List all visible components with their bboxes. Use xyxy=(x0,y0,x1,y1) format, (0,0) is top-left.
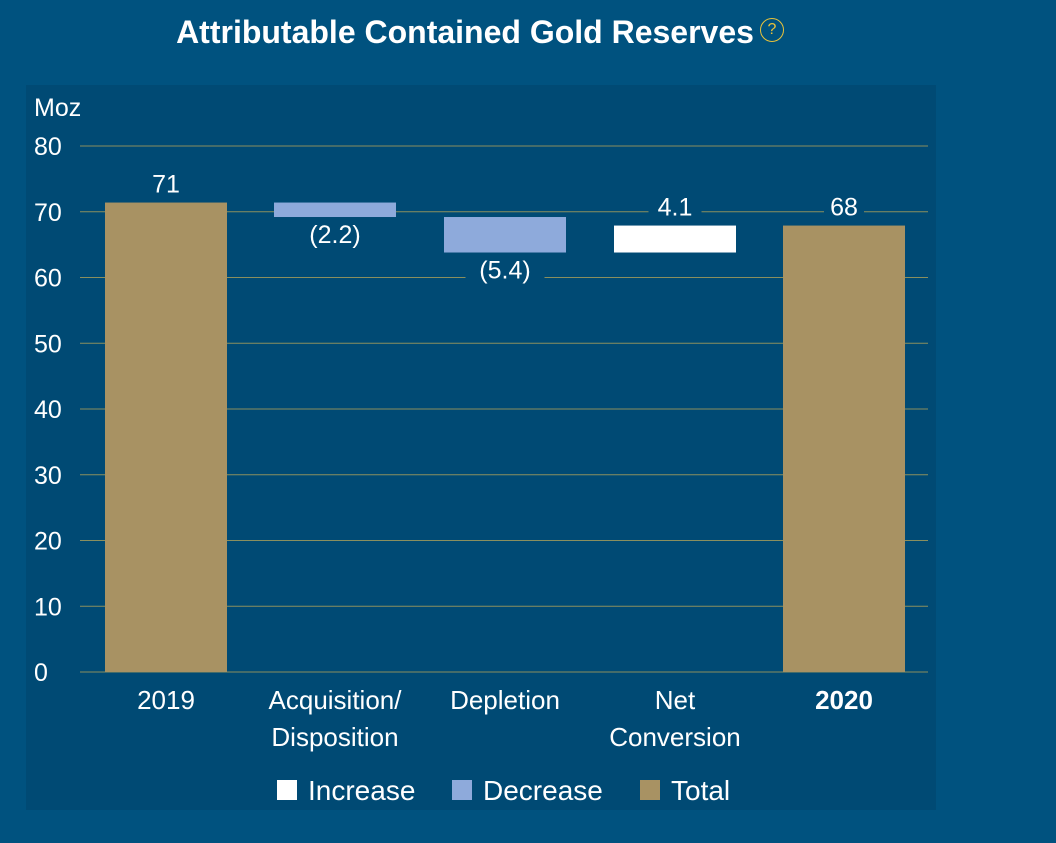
y-axis-unit-label: Moz xyxy=(34,94,81,122)
data-label: 4.1 xyxy=(658,194,693,222)
category-label: Conversion xyxy=(609,722,741,752)
y-tick-label: 60 xyxy=(34,265,62,293)
legend-swatch-increase xyxy=(277,780,297,800)
y-tick-label: 40 xyxy=(34,396,62,424)
waterfall-bar-decrease xyxy=(274,202,396,218)
legend-label: Increase xyxy=(308,775,415,806)
data-label-backdrop xyxy=(295,221,375,250)
title-row: Attributable Contained Gold Reserves? xyxy=(0,14,960,51)
x-axis-categories: 2019 Acquisition/Disposition Depletion Net C… xyxy=(137,685,873,752)
data-labels: 71 (2.2) (5.4) 4.1 68 xyxy=(146,170,864,285)
data-label: (2.2) xyxy=(309,221,360,249)
y-tick-label: 80 xyxy=(34,133,62,161)
y-tick-label: 70 xyxy=(34,199,62,227)
data-label-backdrop xyxy=(465,256,545,285)
legend-swatch-decrease xyxy=(452,780,472,800)
y-tick-label: 30 xyxy=(34,462,62,490)
category-label: Depletion xyxy=(450,685,560,715)
data-label-backdrop xyxy=(648,193,702,222)
waterfall-bar-total xyxy=(783,225,905,672)
waterfall-bar-decrease xyxy=(444,217,566,253)
help-icon[interactable]: ? xyxy=(759,18,784,42)
legend-swatch-total xyxy=(640,780,660,800)
waterfall-bar-total xyxy=(105,202,227,673)
waterfall-bar-increase xyxy=(614,225,736,253)
category-label: Disposition xyxy=(271,722,398,752)
y-tick-label: 0 xyxy=(34,659,48,687)
y-tick-label: 50 xyxy=(34,330,62,358)
legend: Increase Decrease Total xyxy=(277,775,730,806)
category-label: Acquisition/ xyxy=(269,685,403,715)
data-label-backdrop xyxy=(824,193,864,222)
category-label: 2019 xyxy=(137,685,195,715)
y-tick-label: 10 xyxy=(34,593,62,621)
bars xyxy=(105,202,905,673)
data-label: (5.4) xyxy=(479,257,530,285)
category-label: Net xyxy=(655,685,696,715)
data-label: 68 xyxy=(830,194,858,222)
y-tick-label: 20 xyxy=(34,528,62,556)
data-label: 71 xyxy=(152,171,180,199)
legend-label: Total xyxy=(671,775,730,806)
y-axis: 0 10 20 30 40 50 60 70 80 Moz xyxy=(34,94,81,687)
chart-title: Attributable Contained Gold Reserves xyxy=(176,14,754,50)
category-label: 2020 xyxy=(815,685,873,715)
data-label-backdrop xyxy=(146,170,186,199)
legend-label: Decrease xyxy=(483,775,603,806)
